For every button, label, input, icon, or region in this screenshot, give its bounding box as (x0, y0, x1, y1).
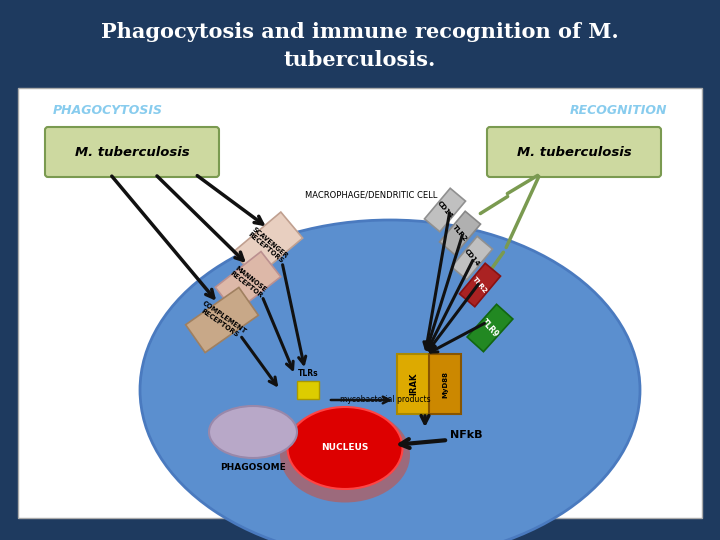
Polygon shape (439, 211, 480, 255)
Ellipse shape (287, 407, 402, 489)
FancyBboxPatch shape (487, 127, 661, 177)
Text: IRAK: IRAK (410, 373, 418, 395)
Ellipse shape (209, 406, 297, 458)
Text: TLR2: TLR2 (451, 224, 469, 242)
Text: MANNOSE
RECEPTOR: MANNOSE RECEPTOR (228, 265, 268, 299)
Text: RECOGNITION: RECOGNITION (570, 104, 667, 117)
Polygon shape (186, 287, 258, 353)
Polygon shape (215, 252, 281, 313)
Polygon shape (233, 212, 302, 278)
FancyBboxPatch shape (18, 88, 702, 518)
Text: COMPLEMENT
RECEPTORS: COMPLEMENT RECEPTORS (197, 300, 247, 340)
Text: TLRs: TLRs (297, 369, 318, 379)
Text: TLR2: TLR2 (472, 275, 489, 294)
Text: tuberculosis.: tuberculosis. (284, 50, 436, 70)
FancyBboxPatch shape (429, 354, 461, 414)
Text: MyD88: MyD88 (442, 370, 448, 397)
Text: M. tuberculosis: M. tuberculosis (75, 145, 189, 159)
Text: SCAVENGER
RECEPTORS: SCAVENGER RECEPTORS (247, 226, 289, 264)
Text: TLR9: TLR9 (480, 317, 500, 339)
Polygon shape (425, 188, 466, 232)
Text: NFkB: NFkB (450, 430, 482, 440)
Text: CD14: CD14 (463, 248, 481, 268)
Text: MACROPHAGE/DENDRITIC CELL: MACROPHAGE/DENDRITIC CELL (305, 191, 437, 199)
Ellipse shape (140, 220, 640, 540)
Text: mycobacterial products: mycobacterial products (340, 395, 431, 404)
Text: M. tuberculosis: M. tuberculosis (517, 145, 631, 159)
Text: PHAGOCYTOSIS: PHAGOCYTOSIS (53, 104, 163, 117)
Text: CD14: CD14 (436, 200, 454, 220)
FancyBboxPatch shape (397, 354, 431, 414)
Polygon shape (451, 237, 492, 280)
FancyBboxPatch shape (45, 127, 219, 177)
Text: Phagocytosis and immune recognition of M.: Phagocytosis and immune recognition of M… (101, 22, 619, 42)
Polygon shape (467, 305, 513, 352)
Polygon shape (459, 264, 500, 307)
Text: NUCLEUS: NUCLEUS (321, 443, 369, 453)
Text: PHAGOSOME: PHAGOSOME (220, 463, 286, 472)
Ellipse shape (280, 408, 410, 503)
FancyBboxPatch shape (297, 381, 319, 399)
